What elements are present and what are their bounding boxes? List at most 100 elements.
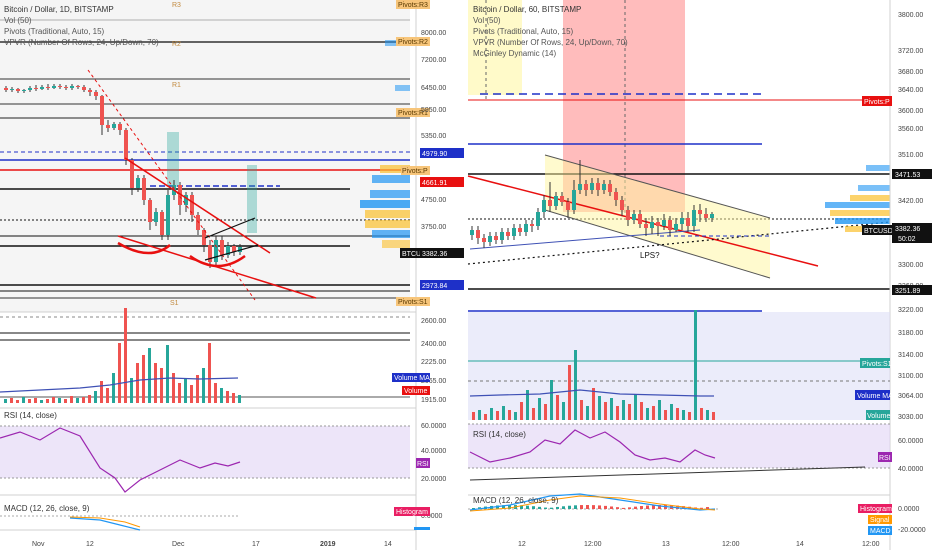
svg-text:6450.00: 6450.00 (421, 85, 446, 92)
left-candle-body (214, 240, 218, 262)
left-candle-body (226, 246, 230, 255)
right-macd-hist-bar (658, 505, 661, 509)
left-volume-bar (172, 373, 175, 403)
right-volume-bar (634, 394, 637, 420)
right-candle-body (596, 183, 600, 190)
right-volume-bar (592, 388, 595, 420)
left-volume-bar (154, 363, 157, 403)
right-candle-body (620, 200, 624, 210)
left-candle-body (112, 124, 116, 128)
left-candle-body (136, 178, 140, 188)
right-macd-hist-bar (592, 505, 595, 509)
left-candle-body (142, 178, 146, 200)
right-chart-title: Bitcoin / Dollar, 60, BITSTAMP (473, 5, 581, 14)
right-candle-body (656, 222, 660, 226)
svg-text:Dec: Dec (172, 541, 185, 548)
left-candle-body (124, 130, 128, 160)
svg-text:3140.00: 3140.00 (898, 352, 923, 359)
left-rsi-tag: RSI (417, 461, 429, 468)
left-volume-bar (196, 375, 199, 403)
tag-pivot-r2: Pivots:R2 (398, 39, 428, 46)
left-volume-bar (184, 378, 187, 403)
right-tag-btcusd-label: BTCUSD (864, 228, 893, 235)
right-macd-hist-bar (472, 508, 475, 509)
left-volume-bar (16, 400, 19, 403)
left-volume-pane: 2400.00 2225.00 2065.00 1915.00 Volume M… (0, 308, 446, 404)
left-volume-tag: Volume (404, 388, 427, 395)
svg-text:0.0000: 0.0000 (898, 506, 920, 513)
svg-text:3600.00: 3600.00 (898, 108, 923, 115)
right-volume-bar (502, 406, 505, 420)
left-volume-bar (52, 397, 55, 403)
left-volume-bar (232, 393, 235, 403)
left-volume-bar (178, 383, 181, 403)
right-macd-hist-bar (520, 505, 523, 509)
left-trend-line (124, 157, 271, 254)
right-tag-pivot-s1: Pivots:S1 (862, 361, 892, 368)
left-macd-pane: MACD (12, 26, close, 9) 0.0000 Histogram (0, 504, 443, 531)
left-candle-body (232, 246, 236, 252)
tag-level-4979: 4979.90 (422, 151, 447, 158)
left-chart-title: Bitcoin / Dollar, 1D, BITSTAMP (4, 5, 114, 14)
left-volume-ma-tag: Volume MA (394, 375, 430, 382)
svg-text:8000.00: 8000.00 (421, 30, 446, 37)
right-macd-hist-bar (700, 507, 703, 509)
right-volume-bar (490, 408, 493, 420)
right-macd-tag: MACD (870, 528, 891, 535)
right-price-tags: Pivots:P 3471.53 BTCUSD 3382.36 50:02 32… (862, 96, 932, 295)
right-candle-body (524, 224, 528, 232)
left-volume-bar (106, 388, 109, 403)
left-volume-bar (4, 399, 7, 403)
left-volume-bar (40, 400, 43, 403)
right-candle-body (512, 228, 516, 236)
right-volume-bar (568, 365, 571, 420)
right-volume-bar (574, 350, 577, 420)
right-tag-countdown: 50:02 (898, 236, 916, 243)
right-macd-hist-bar (616, 507, 619, 509)
svg-text:1915.00: 1915.00 (421, 397, 446, 404)
right-macd-hist-bar (610, 506, 613, 509)
right-candle-body (554, 196, 558, 206)
left-volume-bar (220, 388, 223, 403)
left-pivot-label-r1: R1 (172, 82, 181, 89)
svg-text:3030.00: 3030.00 (898, 414, 923, 421)
tag-pivot-p: Pivots:P (402, 168, 428, 175)
svg-text:3750.00: 3750.00 (421, 224, 446, 231)
right-candle-body (578, 184, 582, 190)
left-indicator-vol: Vol (50) (4, 16, 32, 25)
right-candle-body (476, 230, 480, 238)
left-candle-body (202, 230, 206, 245)
svg-text:5950.00: 5950.00 (421, 107, 446, 114)
right-volume-bar (580, 400, 583, 420)
left-chart: R3 R2 R1 S1 Pivots:R3 Pivots:R2 Pivots:R… (0, 0, 464, 550)
left-candle-body (22, 90, 26, 91)
right-macd-hist-bar (634, 506, 637, 509)
right-candles (470, 160, 714, 248)
right-volume-bar (712, 412, 715, 420)
left-pivot-lines (0, 19, 410, 299)
right-candle-body (650, 222, 654, 228)
left-volume-bar (94, 391, 97, 403)
svg-text:-20.0000: -20.0000 (898, 527, 926, 534)
svg-text:12:00: 12:00 (584, 541, 602, 548)
right-macd-hist-bar (640, 506, 643, 509)
tag-level-2973: 2973.84 (422, 283, 447, 290)
right-candle-body (590, 183, 594, 190)
svg-text:5350.00: 5350.00 (421, 133, 446, 140)
left-volume-bar (124, 308, 127, 403)
right-volume-bar (646, 408, 649, 420)
left-candle-body (58, 86, 62, 87)
left-green-projection-1 (167, 132, 179, 187)
left-candle-body (196, 215, 200, 230)
svg-text:3220.00: 3220.00 (898, 307, 923, 314)
right-macd-hist-bar (496, 505, 499, 509)
left-volume-bar (118, 343, 121, 403)
right-macd-hist-bar (586, 505, 589, 509)
right-macd-hist-bar (478, 507, 481, 509)
left-volume-bar (64, 399, 67, 403)
left-candle-body (160, 212, 164, 235)
svg-text:12: 12 (518, 541, 526, 548)
right-volume-bar (604, 402, 607, 420)
right-macd-hist-bar (532, 506, 535, 509)
left-pivot-label-r2: R2 (172, 41, 181, 48)
